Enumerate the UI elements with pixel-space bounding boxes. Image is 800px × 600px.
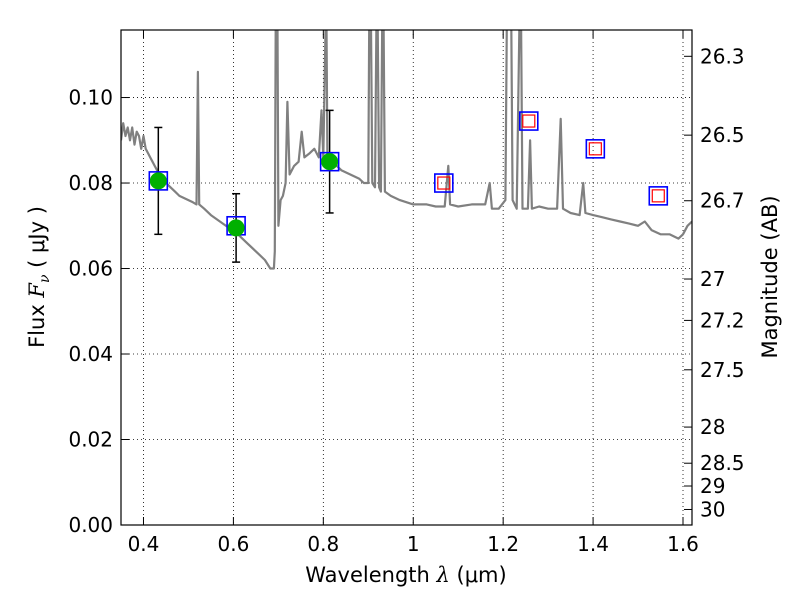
right-tick-label: 26.5 [700, 123, 745, 147]
y-tick-label: 0.00 [68, 513, 113, 537]
y-tick-label: 0.10 [68, 86, 113, 110]
data-markers [148, 111, 669, 237]
upper-limit-marker [522, 114, 536, 128]
grid-lines [121, 30, 692, 526]
model-square-marker [585, 139, 606, 159]
y-tick-label: 0.02 [68, 428, 113, 452]
model-square-marker [648, 186, 669, 206]
model-curve-layer [121, 30, 692, 270]
model-sed-curve [121, 30, 692, 270]
right-tick-label: 26.3 [700, 44, 745, 68]
y-axis-label: Flux Fν ( μJy ) [25, 206, 53, 348]
y-tick-label: 0.04 [68, 342, 113, 366]
model-square-marker [434, 173, 454, 193]
upper-limit-marker [437, 176, 451, 190]
model-square-marker [319, 151, 340, 172]
x-tick-label: 0.8 [307, 532, 339, 556]
plot-frame [120, 29, 693, 526]
observed-point-marker [321, 153, 339, 171]
right-tick-label: 28.5 [700, 451, 745, 475]
right-tick-label: 26.7 [700, 189, 745, 213]
x-tick-label: 0.4 [128, 532, 160, 556]
upper-limit-marker [651, 189, 665, 203]
x-tick-label: 1.2 [487, 532, 519, 556]
x-tick-label: 0.6 [217, 532, 249, 556]
upper-limit-marker [588, 142, 602, 156]
axis-ticks: 0.4 0.6 0.8 1 1.2 1.4 1.6 0.00 0.02 0.04 0.06 0.08 0… [68, 30, 745, 556]
right-axis-label: Magnitude (AB) [758, 195, 782, 358]
x-tick-label: 1.4 [577, 532, 609, 556]
right-tick-label: 28 [700, 415, 725, 439]
model-square-marker [148, 171, 169, 191]
right-tick-label: 30 [700, 497, 725, 521]
right-tick-label: 29 [700, 474, 725, 498]
observed-point-marker [149, 172, 167, 190]
observed-point-marker [227, 219, 245, 237]
x-tick-label: 1.6 [667, 532, 699, 556]
model-square-marker [518, 111, 539, 131]
x-tick-label: 1 [407, 532, 420, 556]
y-tick-label: 0.06 [68, 257, 113, 281]
right-tick-label: 27.2 [700, 308, 745, 332]
x-axis-label: Wavelength λ (μm) [305, 563, 506, 587]
right-tick-label: 27 [700, 267, 725, 291]
right-tick-label: 27.5 [700, 358, 745, 382]
plot-background [121, 30, 692, 525]
y-tick-label: 0.08 [68, 171, 113, 195]
